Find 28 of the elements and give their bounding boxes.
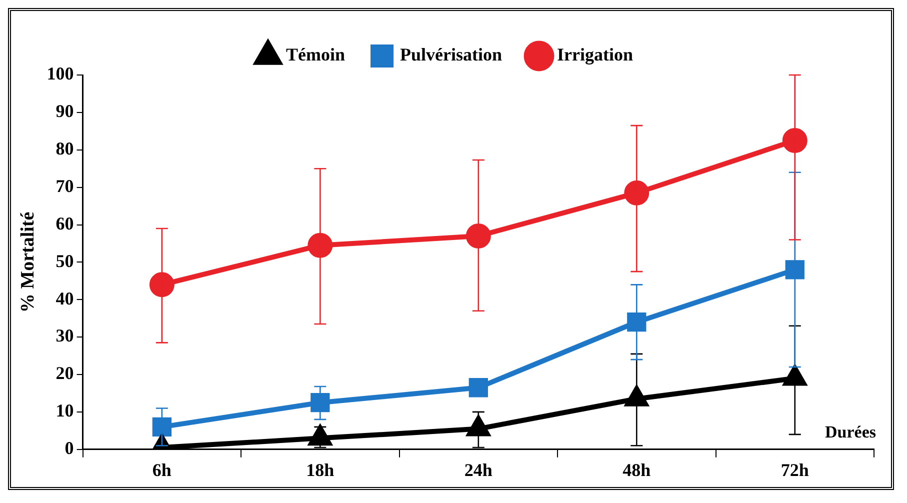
- x-tick-label: 24h: [464, 460, 492, 480]
- point: [149, 272, 174, 298]
- legend-label: Pulvérisation: [400, 44, 502, 65]
- x-tick-label: 48h: [622, 460, 651, 480]
- y-tick-label: 20: [56, 363, 74, 384]
- point: [627, 312, 646, 332]
- x-axis-title: Durées: [825, 422, 876, 442]
- point: [466, 223, 491, 248]
- x-tick-label: 72h: [780, 460, 809, 480]
- y-tick-label: 80: [56, 138, 74, 159]
- point: [782, 128, 808, 154]
- point: [624, 180, 650, 206]
- y-tick-label: 90: [56, 101, 74, 122]
- y-tick-label: 100: [46, 64, 74, 84]
- legend-label: Témoin: [286, 44, 346, 65]
- y-tick-label: 40: [56, 288, 74, 308]
- point: [308, 232, 333, 258]
- y-tick-label: 10: [56, 400, 74, 421]
- y-axis-title: % Mortalité: [17, 212, 38, 313]
- x-tick-label: 18h: [306, 460, 334, 480]
- y-tick-label: 30: [56, 326, 74, 346]
- point: [785, 260, 804, 280]
- y-tick-label: 50: [56, 250, 74, 271]
- y-tick-label: 70: [56, 176, 74, 196]
- legend-label: Irrigation: [557, 44, 634, 65]
- x-tick-label: 6h: [152, 460, 172, 480]
- y-tick-label: 60: [56, 213, 74, 234]
- y-tick-label: 0: [64, 438, 74, 458]
